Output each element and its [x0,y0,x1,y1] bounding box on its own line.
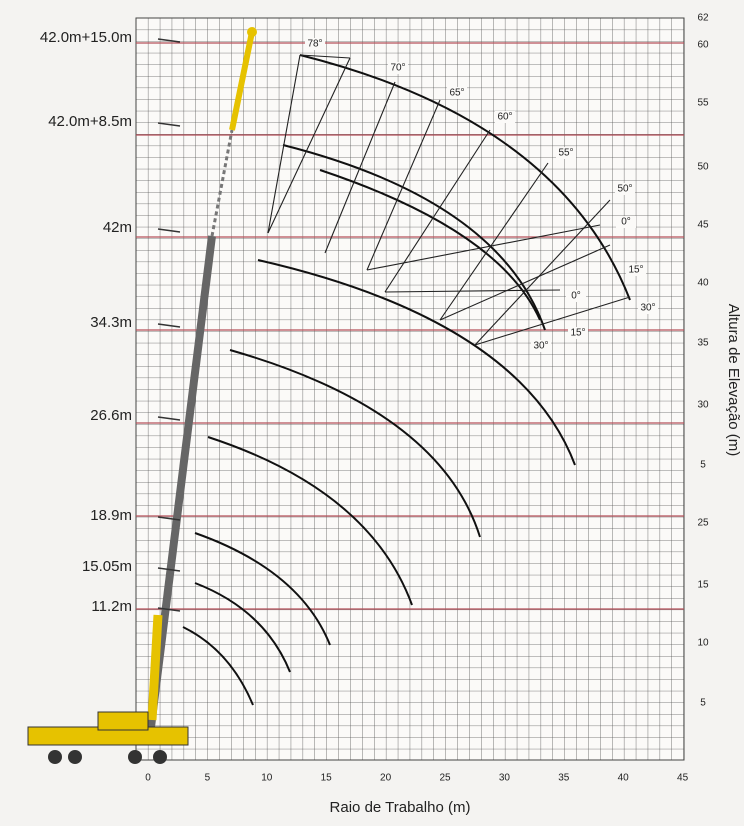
boom-length-label: 11.2m [91,598,132,615]
angle-label: 78° [307,39,322,50]
angle-label: 60° [497,112,512,123]
boom-tick [157,567,181,572]
angle-label: 30° [640,303,655,314]
x-tick-label: 20 [380,773,392,784]
angle-label-bg [556,147,576,159]
x-tick-label: 35 [558,773,570,784]
boom-tick [157,323,181,328]
boom-length-label: 18.9m [90,507,132,524]
boom [146,27,257,736]
y-tick-label: 10 [697,638,709,649]
y-tick-label: 5 [700,460,706,471]
angle-label: 70° [390,63,405,74]
boom-tick [157,516,181,521]
boom-length-label: 26.6m [90,407,132,424]
angle-label-bg [616,216,636,228]
y-tick-label: 5 [700,698,706,709]
angle-label-bg [638,302,658,314]
boom-tick [157,228,181,233]
x-tick-label: 5 [205,773,211,784]
angle-label-bg [531,340,551,352]
boom-length-label: 15.05m [82,558,132,575]
y-tick-label: 25 [697,518,709,529]
angle-label-bg [566,290,586,302]
angle-label-bg [568,327,588,339]
y-tick-label: 15 [697,580,709,591]
y-tick-label: 60 [697,40,709,51]
boom-length-label: 42m [103,219,132,236]
boom-tick [157,607,181,612]
x-tick-label: 0 [145,773,151,784]
angle-label-bg [447,87,467,99]
angle-label: 55° [558,148,573,159]
angle-label: 50° [617,184,632,195]
angle-lines [267,54,631,346]
y-tick-label: 30 [697,400,709,411]
angle-label: 30° [533,341,548,352]
y-tick-label: 40 [697,278,709,289]
boom-length-label: 42.0m+15.0m [40,29,132,46]
x-tick-label: 15 [321,773,333,784]
x-tick-label: 45 [677,773,689,784]
y-tick-label: 62 [697,13,709,24]
angle-label: 0° [621,217,631,228]
boom-tick [157,416,181,421]
y-tick-label: 35 [697,338,709,349]
x-tick-label: 30 [499,773,511,784]
truck [27,711,189,764]
major-grid [136,42,684,610]
x-tick-label: 25 [439,773,451,784]
angle-label-bg [626,264,646,276]
y-axis-title: Altura de Elevação (m) [725,304,742,457]
grid [135,17,685,761]
x-axis-title: Raio de Trabalho (m) [330,799,471,816]
angle-label: 15° [628,265,643,276]
angle-label-bg [615,183,635,195]
y-tick-label: 45 [697,220,709,231]
angle-label: 15° [570,328,585,339]
angle-label-bg [305,38,325,50]
y-tick-label: 55 [697,98,709,109]
angle-label: 0° [571,291,581,302]
boom-length-label: 42.0m+8.5m [48,113,132,130]
boom-tick [157,122,181,127]
boom-tick [157,38,181,43]
y-tick-label: 50 [697,162,709,173]
range-arcs [182,54,631,706]
angle-label-bg [495,111,515,123]
x-tick-label: 10 [261,773,273,784]
x-tick-label: 40 [618,773,630,784]
boom-length-label: 34.3m [90,314,132,331]
angle-label-bg [388,62,408,74]
angle-label: 65° [449,88,464,99]
